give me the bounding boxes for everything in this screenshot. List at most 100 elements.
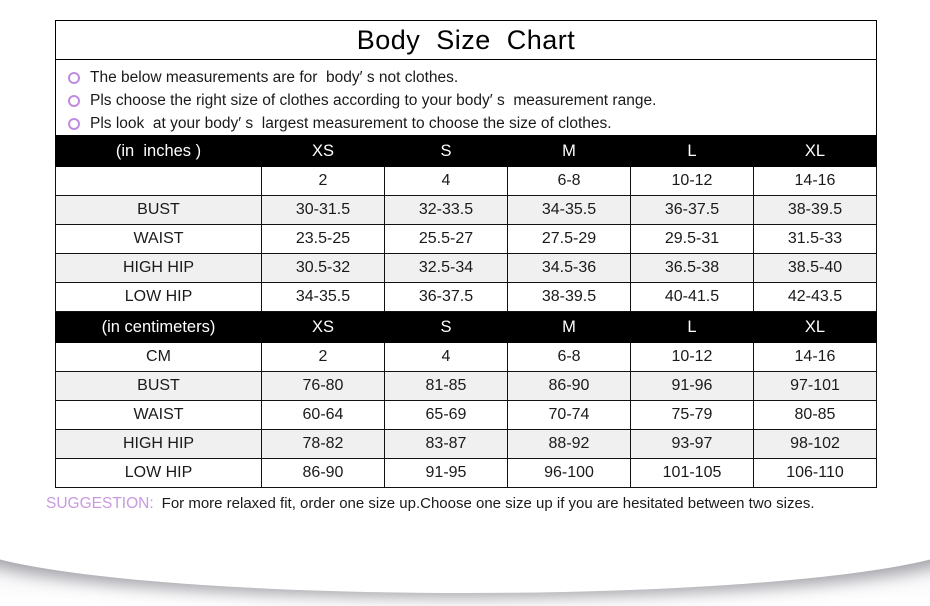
cell-value: 106-110: [753, 458, 877, 488]
unit-header-inches: (in inches ): [55, 135, 262, 167]
bullet-circle-icon: [68, 94, 80, 107]
note-text: Pls choose the right size of clothes acc…: [90, 91, 657, 109]
cell-value: 34.5-36: [507, 253, 631, 283]
cell-value: 14-16: [753, 342, 877, 372]
cell-value: 2: [261, 342, 385, 372]
cell-value: 86-90: [261, 458, 385, 488]
cell-value: 34-35.5: [507, 195, 631, 225]
row-label: WAIST: [55, 400, 262, 430]
cell-value: 91-95: [384, 458, 508, 488]
cell-value: 10-12: [630, 342, 754, 372]
size-header-m: M: [507, 135, 631, 167]
suggestion-text: For more relaxed fit, order one size up.…: [161, 495, 815, 512]
table-row-numeric-sizes-inches: 2 4 6-8 10-12 14-16: [55, 166, 877, 196]
cell-value: 14-16: [753, 166, 877, 196]
note-item: Pls look at your body′ s largest measure…: [68, 112, 876, 135]
cell-value: 83-87: [384, 429, 508, 459]
cell-value: 40-41.5: [630, 282, 754, 312]
cell-value: 29.5-31: [630, 224, 754, 254]
cell-value: 96-100: [507, 458, 631, 488]
table-row: LOW HIP 34-35.5 36-37.5 38-39.5 40-41.5 …: [55, 282, 877, 312]
table-header-row-centimeters: (in centimeters) XS S M L XL: [55, 311, 877, 343]
table-row: LOW HIP 86-90 91-95 96-100 101-105 106-1…: [55, 458, 877, 488]
cell-value: 25.5-27: [384, 224, 508, 254]
cell-value: 30-31.5: [261, 195, 385, 225]
row-label: [55, 166, 262, 196]
cell-value: 60-64: [261, 400, 385, 430]
cell-value: 70-74: [507, 400, 631, 430]
unit-header-centimeters: (in centimeters): [55, 311, 262, 343]
cell-value: 38-39.5: [507, 282, 631, 312]
size-header-xs: XS: [261, 135, 385, 167]
row-label: BUST: [55, 371, 262, 401]
cell-value: 36-37.5: [630, 195, 754, 225]
row-label: CM: [55, 342, 262, 372]
suggestion-note: SUGGESTION: For more relaxed fit, order …: [46, 495, 815, 513]
cell-value: 38.5-40: [753, 253, 877, 283]
cell-value: 32.5-34: [384, 253, 508, 283]
page-title: Body Size Chart: [56, 21, 876, 60]
cell-value: 42-43.5: [753, 282, 877, 312]
cell-value: 75-79: [630, 400, 754, 430]
cell-value: 6-8: [507, 166, 631, 196]
cell-value: 80-85: [753, 400, 877, 430]
cell-value: 27.5-29: [507, 224, 631, 254]
cell-value: 81-85: [384, 371, 508, 401]
row-label: BUST: [55, 195, 262, 225]
cell-value: 65-69: [384, 400, 508, 430]
page-edge-shadow: [0, 535, 930, 606]
cell-value: 23.5-25: [261, 224, 385, 254]
cell-value: 36.5-38: [630, 253, 754, 283]
table-row: BUST 30-31.5 32-33.5 34-35.5 36-37.5 38-…: [55, 195, 877, 225]
suggestion-label: SUGGESTION:: [46, 495, 154, 512]
row-label: WAIST: [55, 224, 262, 254]
note-item: The below measurements are for body′ s n…: [68, 66, 876, 89]
size-header-l: L: [630, 135, 754, 167]
row-label: LOW HIP: [55, 282, 262, 312]
size-header-m: M: [507, 311, 631, 343]
bullet-circle-icon: [68, 117, 80, 130]
cell-value: 32-33.5: [384, 195, 508, 225]
table-row: HIGH HIP 78-82 83-87 88-92 93-97 98-102: [55, 429, 877, 459]
note-text: Pls look at your body′ s largest measure…: [90, 114, 612, 132]
cell-value: 4: [384, 166, 508, 196]
cell-value: 36-37.5: [384, 282, 508, 312]
cell-value: 98-102: [753, 429, 877, 459]
cell-value: 76-80: [261, 371, 385, 401]
notes-list: The below measurements are for body′ s n…: [56, 60, 876, 142]
size-header-xl: XL: [753, 311, 877, 343]
table-row-numeric-sizes-centimeters: CM 2 4 6-8 10-12 14-16: [55, 342, 877, 372]
size-header-s: S: [384, 135, 508, 167]
cell-value: 88-92: [507, 429, 631, 459]
size-chart-sheet: Body Size Chart The below measurements a…: [46, 20, 877, 513]
header-box: Body Size Chart The below measurements a…: [55, 20, 877, 143]
size-header-s: S: [384, 311, 508, 343]
cell-value: 91-96: [630, 371, 754, 401]
size-header-l: L: [630, 311, 754, 343]
cell-value: 93-97: [630, 429, 754, 459]
cell-value: 38-39.5: [753, 195, 877, 225]
size-chart-table: (in inches ) XS S M L XL 2 4 6-8 10-12 1…: [55, 135, 877, 488]
cell-value: 78-82: [261, 429, 385, 459]
size-header-xl: XL: [753, 135, 877, 167]
size-header-xs: XS: [261, 311, 385, 343]
row-label: HIGH HIP: [55, 253, 262, 283]
table-row: WAIST 23.5-25 25.5-27 27.5-29 29.5-31 31…: [55, 224, 877, 254]
row-label: LOW HIP: [55, 458, 262, 488]
bullet-circle-icon: [68, 71, 80, 84]
cell-value: 30.5-32: [261, 253, 385, 283]
table-row: WAIST 60-64 65-69 70-74 75-79 80-85: [55, 400, 877, 430]
table-row: BUST 76-80 81-85 86-90 91-96 97-101: [55, 371, 877, 401]
cell-value: 10-12: [630, 166, 754, 196]
cell-value: 34-35.5: [261, 282, 385, 312]
row-label: HIGH HIP: [55, 429, 262, 459]
cell-value: 4: [384, 342, 508, 372]
note-text: The below measurements are for body′ s n…: [90, 68, 459, 86]
cell-value: 97-101: [753, 371, 877, 401]
table-header-row-inches: (in inches ) XS S M L XL: [55, 135, 877, 167]
cell-value: 6-8: [507, 342, 631, 372]
table-row: HIGH HIP 30.5-32 32.5-34 34.5-36 36.5-38…: [55, 253, 877, 283]
note-item: Pls choose the right size of clothes acc…: [68, 89, 876, 112]
cell-value: 31.5-33: [753, 224, 877, 254]
cell-value: 2: [261, 166, 385, 196]
